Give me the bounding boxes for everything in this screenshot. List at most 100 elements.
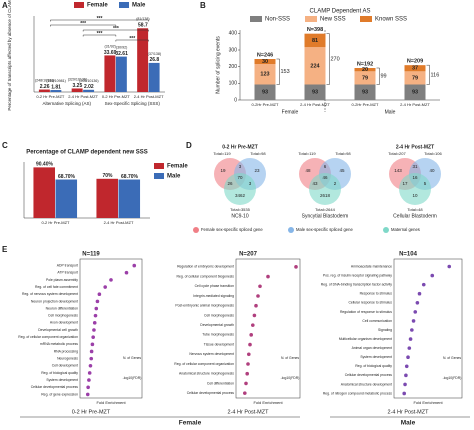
term-label: Axon development: [50, 321, 78, 325]
bar-segment: [354, 84, 376, 100]
value-label: 3.25: [73, 83, 83, 89]
color-legend-title: -log10(FDR): [281, 376, 300, 380]
bar-segment: [254, 59, 276, 64]
dot: [447, 264, 452, 269]
legend-swatch: [383, 227, 389, 233]
dot: [415, 301, 420, 305]
x-tick-label: 0-2 Hr Pre-MZT: [42, 220, 71, 225]
significance-bracket: [82, 34, 117, 37]
term-label: Reg. of cellular component biogenesis: [177, 274, 235, 278]
bracket-label: 153: [281, 69, 290, 75]
legend-label: New SSS: [320, 17, 346, 23]
bracket-label: 116: [431, 72, 440, 78]
dot: [256, 294, 260, 298]
term-label: Cell morphogenesis: [204, 313, 234, 317]
venn-total: Total=119: [298, 151, 316, 156]
dot: [407, 346, 412, 350]
venn-total: Total=3535: [230, 207, 250, 212]
legend-label: Female sex-specific spliced gene: [201, 227, 263, 232]
term-label: Reg. of nervous system development: [22, 292, 78, 296]
y-axis-label: Number of splicing events: [215, 36, 221, 94]
dot: [410, 328, 414, 332]
venn-count: 17: [402, 181, 408, 186]
bar-segment: [404, 65, 426, 72]
dot: [417, 291, 422, 296]
term-label: Regulation of embryonic development: [177, 265, 234, 269]
x-tick-label: 0-2Hr Pre-MZT: [352, 102, 379, 107]
term-label: Pos. reg. of insulin receptor signaling …: [323, 273, 392, 277]
term-label: mRNA metabolic process: [40, 342, 78, 346]
term-label: Tube morphogenesis: [202, 333, 234, 337]
venn-total: Total=48: [407, 207, 423, 212]
panel-letter: B: [200, 1, 206, 10]
dot: [85, 392, 90, 397]
value-label: 58.7: [138, 23, 148, 29]
bar-segment: [354, 68, 376, 72]
panel-letter: A: [2, 1, 8, 10]
chart-title: N=119: [82, 252, 100, 258]
value-label: 2.02: [84, 84, 94, 90]
dot: [91, 335, 95, 339]
legend-swatch: [154, 173, 164, 179]
chart-title: N=207: [239, 252, 258, 258]
venn-name: Cellular Blastoderm: [393, 213, 437, 219]
legend-swatch: [305, 16, 317, 22]
venn-total: Total=207: [388, 151, 406, 156]
total-label: N=209: [407, 59, 423, 65]
significance-label: ***: [97, 16, 103, 22]
bracket: [276, 58, 280, 85]
size-legend-title: N. of Genes: [443, 356, 461, 360]
venn-count: 46: [322, 175, 328, 180]
dot: [411, 319, 416, 323]
bar: [50, 90, 62, 92]
x-tick-label: 2-4 Hr Post-MZT: [400, 102, 430, 107]
dot: [294, 265, 298, 269]
dot: [92, 328, 96, 332]
segment-label: 79: [412, 75, 418, 81]
term-label: Neurogenesis: [57, 357, 78, 361]
dot: [89, 349, 94, 354]
term-label: System development: [360, 355, 392, 359]
dot: [90, 342, 95, 347]
panel-letter: D: [186, 141, 192, 150]
legend-swatch: [193, 227, 199, 233]
bar-segment: [304, 84, 326, 100]
significance-bracket: [115, 39, 149, 42]
venn-total: Total=119: [213, 151, 231, 156]
term-label: Neuron differentiation: [46, 306, 78, 310]
significance-label: ***: [129, 36, 135, 42]
bar: [137, 28, 149, 93]
legend-label: Non-SSS: [265, 17, 290, 23]
bar: [83, 89, 95, 92]
venn-count: 3462: [235, 193, 246, 198]
venn-title: 0-2 Hr Pre-MZT: [222, 144, 258, 150]
term-label: Reg. of nitrogen compound metabolic proc…: [323, 391, 392, 395]
dot: [266, 274, 270, 279]
term-label: Pole plasm assembly: [46, 278, 78, 282]
fraction-label: (199/10981): [46, 79, 65, 83]
dot: [93, 313, 98, 318]
term-label: Cell development: [52, 364, 78, 368]
fraction-label: (248/10981): [35, 78, 54, 82]
segment-label: 93: [362, 90, 368, 96]
legend-label: Male sex-specific spliced gene: [296, 227, 353, 232]
segment-label: 93: [412, 90, 418, 96]
term-label: Developmental cell growth: [38, 328, 78, 332]
venn-title: 2-4 Hr Post-MZT: [396, 144, 434, 150]
dot: [243, 391, 247, 395]
fraction-label: (329/10136): [68, 77, 87, 81]
bar: [96, 178, 118, 218]
dot: [251, 323, 255, 327]
significance-bracket: [82, 29, 149, 32]
dot: [248, 342, 252, 347]
x-tick-label: 2-4 Hr Post-MZT: [300, 102, 330, 107]
venn-count: 45: [339, 168, 345, 173]
dot: [403, 382, 407, 387]
venn-count: 19: [220, 168, 226, 173]
term-label: ADP transport: [57, 263, 78, 267]
legend-label: Male: [167, 174, 181, 180]
x-tick-label: 0-2Hr Pre-MZT: [252, 102, 279, 107]
group-label: Sex-Specific Splicing (SSS): [105, 101, 161, 106]
dot: [95, 299, 100, 304]
dot: [86, 385, 90, 390]
